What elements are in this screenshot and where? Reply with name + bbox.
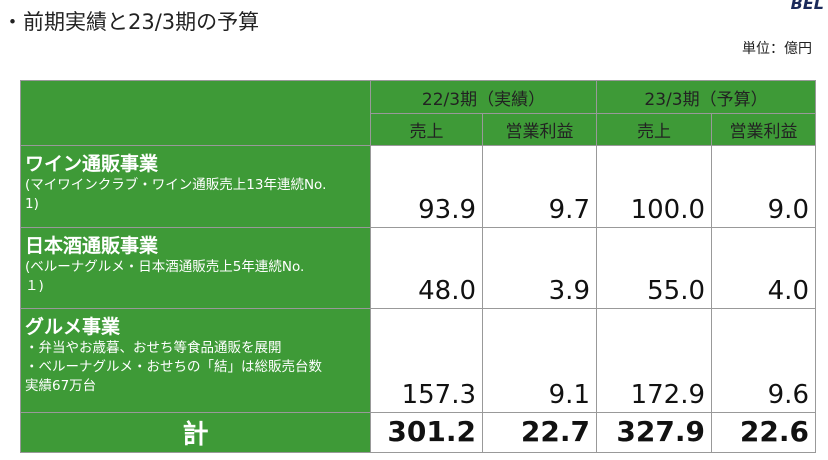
value-cell: 9.6 [711,308,816,413]
period-header: 22/3期（実績） [370,80,597,114]
total-value: 22.7 [482,412,597,453]
unit: 単位：億円 [742,41,812,57]
total-value: 22.6 [711,412,816,453]
row-name: 日本酒通販事業 [25,235,159,257]
row-name: グルメ事業 [25,316,121,338]
row-label: ワイン通販事業 (マイワインクラブ・ワイン通販売上13年連続No. 1) [20,145,371,228]
row-label: グルメ事業・弁当やお歳暮、おせち等食品通販を展開・ベルーナグルメ・おせちの「結」… [20,308,371,413]
value-cell: 4.0 [711,227,816,309]
column-header: 売上 [370,113,483,146]
value-cell: 172.9 [596,308,712,413]
value-cell: 3.9 [482,227,597,309]
row-description: (マイワインクラブ・ワイン通販売上13年連続No. [25,177,327,193]
value-cell: 93.9 [370,145,483,228]
value-cell: 48.0 [370,227,483,309]
corner [20,80,371,146]
total-value: 301.2 [370,412,483,453]
row-description: 1) [25,196,39,212]
row: グルメ事業・弁当やお歳暮、おせち等食品通販を展開・ベルーナグルメ・おせちの「結」… [20,308,816,413]
row-description: １) [25,278,44,294]
row: 日本酒通販事業 (ベルーナグルメ・日本酒通販売上5年連続No. １) 48.0 3.9 5… [20,227,816,309]
title: ・前期実績と23/3期の予算 [2,10,260,34]
row-description: ・ベルーナグルメ・おせちの「結」は総販売台数 [25,359,322,375]
row-description: (ベルーナグルメ・日本酒通販売上5年連続No. [25,259,305,275]
column-header: 営業利益 [482,113,597,146]
total-value: 327.9 [596,412,712,453]
table: 22/3期（実績） 23/3期（予算） 売上 営業利益 売上 営業利益 ワイン通販事業… [20,80,816,453]
value-cell: 157.3 [370,308,483,413]
period-header: 23/3期（予算） [596,80,816,114]
value-cell: 55.0 [596,227,712,309]
value-cell: 9.1 [482,308,597,413]
row-description: ・弁当やお歳暮、おせち等食品通販を展開 [25,340,282,356]
column-header: 営業利益 [711,113,816,146]
value-cell: 9.0 [711,145,816,228]
row-description: 実績67万台 [25,378,97,394]
value-cell: 9.7 [482,145,597,228]
row: ワイン通販事業 (マイワインクラブ・ワイン通販売上13年連続No. 1) 93.9 9.… [20,145,816,228]
column-header: 売上 [596,113,712,146]
value-cell: 100.0 [596,145,712,228]
row-label: 日本酒通販事業 (ベルーナグルメ・日本酒通販売上5年連続No. １) [20,227,371,309]
logo: BEL [790,0,824,13]
total-label: 計 [20,412,371,453]
total-row: 計 301.2 22.7 327.9 22.6 [20,412,816,453]
row-name: ワイン通販事業 [25,153,159,175]
